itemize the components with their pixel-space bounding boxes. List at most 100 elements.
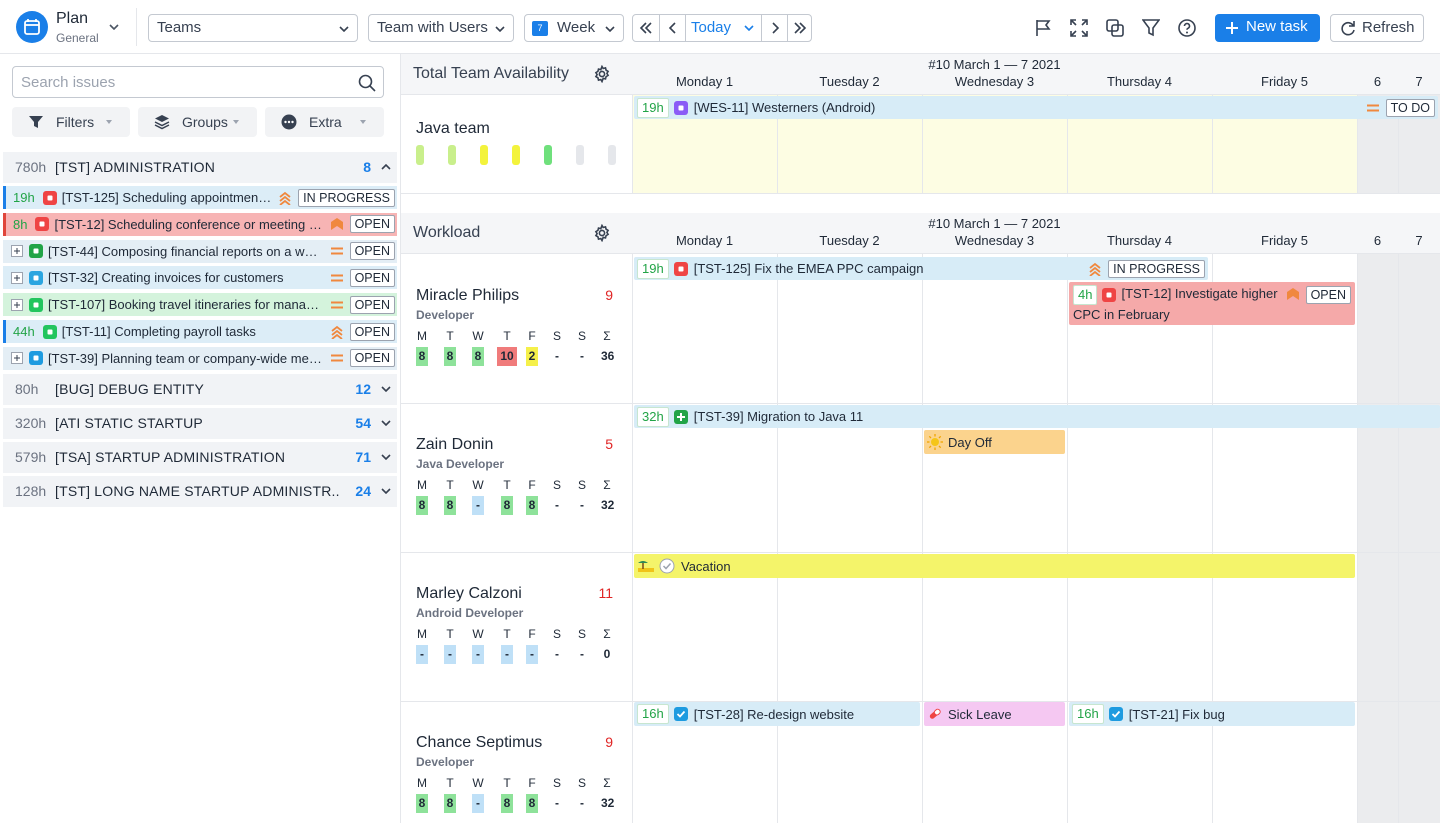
task-bar[interactable]: 16h [TST-28] Re-design website [634,702,920,726]
task-bar[interactable]: Sick Leave [924,702,1065,726]
issue-row[interactable]: [TST-44] Composing financial reports on … [3,239,397,263]
settings-button[interactable] [593,65,611,83]
day-label: 6 [1373,233,1382,248]
issue-type-icon [673,707,688,721]
chevron-down-part [381,420,391,426]
priority-blocker [1286,288,1299,300]
period-select-label: Week [557,19,596,36]
calendar: Total Team Availability #10 March 1 — 7 2… [401,54,1440,823]
day-hours: - [555,498,559,512]
day-hours: 8 [526,794,538,813]
search-box[interactable]: Search issues [12,66,384,98]
filters-button[interactable]: Filters [12,107,130,137]
weekday-letter: Σ [603,627,611,641]
issue-type-icon [42,190,57,205]
extra-button-caret-part [360,120,366,124]
task-title: Vacation [681,558,731,574]
issue-type-icon-part [678,266,684,271]
groups-button-icon-part [154,121,170,127]
user-role: Developer [416,308,475,322]
weekday-letter: M [417,776,427,790]
help-button[interactable] [1178,19,1196,37]
new-task-button[interactable]: New task [1215,14,1320,42]
view-select[interactable]: Team with Users [368,14,514,42]
status-badge: OPEN [349,322,395,341]
flag-button[interactable] [1034,19,1052,37]
issue-row[interactable]: 44h [TST-11] Completing payroll tasks OPEN [3,320,397,343]
group-row[interactable]: 780h [TST] ADMINISTRATION 8 [3,152,397,183]
teams-select-label: Teams [157,19,202,36]
task-bar[interactable]: 32h [TST-39] Migration to Java 11 [634,405,1440,428]
priority-highest-part [331,325,343,332]
column-line [1067,95,1068,193]
hours-chip: 4h [1073,284,1098,305]
day-label: Monday 1 [675,74,734,89]
expand-toggle [11,352,23,365]
group-row[interactable]: 579h [TSA] STARTUP ADMINISTRATION 71 [3,442,397,473]
issue-title: [TST-44] Composing financial reports on … [48,243,324,259]
chevron-down [605,26,615,32]
nav-last[interactable] [793,21,807,35]
nav-prev[interactable] [668,21,678,35]
group-count: 71 [355,449,371,465]
status-badge: OPEN [1305,286,1351,304]
status-badge: TO DO [1385,98,1435,117]
sick-leave-icon [929,708,941,719]
issue-type-icon [1108,707,1123,721]
priority-medium [330,301,343,309]
issue-row[interactable]: [TST-32] Creating invoices for customers… [3,266,397,290]
filter-button[interactable] [1142,19,1160,37]
task-title: [TST-39] Migration to Java 11 [693,409,864,424]
task-bar[interactable]: 19h [WES-11] Westerners (Android) TO DO [634,96,1438,119]
column-line [1357,95,1358,193]
day-hours: - [526,645,538,664]
row-divider [401,403,1440,404]
group-row[interactable]: 320h [ATI STATIC STARTUP 54 [3,408,397,439]
groups-button[interactable]: Groups [138,107,257,137]
issue-row[interactable]: [TST-107] Booking travel itineraries for… [3,293,397,317]
issue-type-icon [673,100,688,115]
nav-first[interactable] [639,21,653,35]
task-bar[interactable]: OPEN 4h [TST-12] Investigate higher CPC in… [1069,282,1355,325]
task-bar[interactable]: Day Off [924,430,1065,454]
day-hours: 8 [444,794,456,813]
nav-next[interactable] [770,21,780,35]
settings-button[interactable] [593,224,611,242]
teams-select[interactable]: Teams [148,14,358,42]
filters-button-caret-part [106,120,112,124]
issue-row[interactable]: [TST-39] Planning team or company-wide m… [3,346,397,370]
extra-button[interactable]: Extra [265,107,384,137]
status-badge: OPEN [349,268,395,287]
copy-button[interactable] [1106,19,1124,37]
priority-medium [1366,104,1379,111]
priority-highest-part [331,333,343,339]
group-hours: 579h [15,449,47,465]
extra-button-label: Extra [309,114,342,130]
availability-indicator [480,145,488,165]
row-divider [401,193,1440,194]
day-hours: - [580,349,584,363]
period-select[interactable]: Week 7 [524,14,624,42]
expand-toggle [11,271,23,284]
day-hours: 8 [416,496,428,515]
group-row[interactable]: 80h [BUG] DEBUG ENTITY 12 [3,374,397,405]
issue-row[interactable]: 8h [TST-12] Scheduling conference or meet… [3,212,397,236]
day-hours: - [580,647,584,661]
column-line [1067,254,1068,823]
issue-type-icon [29,297,43,312]
chevron-down [381,454,391,460]
task-bar[interactable]: 19h [TST-125] Fix the EMEA PPC campaign IN… [634,257,1208,280]
availability-header-title: Total Team Availability [413,65,569,82]
issue-row[interactable]: 19h [TST-125] Scheduling appointments for… [3,186,397,209]
group-row[interactable]: 128h [TST] LONG NAME STARTUP ADMINISTR.. 2… [3,476,397,507]
fullscreen-button[interactable] [1070,19,1088,37]
refresh-button[interactable]: Refresh [1330,14,1424,42]
task-bar[interactable]: Vacation [634,554,1355,578]
day-label: Monday 1 [675,233,734,248]
task-bar[interactable]: 16h [TST-21] Fix bug [1069,702,1355,726]
today-button[interactable]: Today [691,19,732,36]
day-label: Wednesday 3 [954,74,1035,89]
user-task-count: 9 [605,734,613,750]
row-divider [401,701,1440,702]
group-hours: 320h [15,415,47,431]
